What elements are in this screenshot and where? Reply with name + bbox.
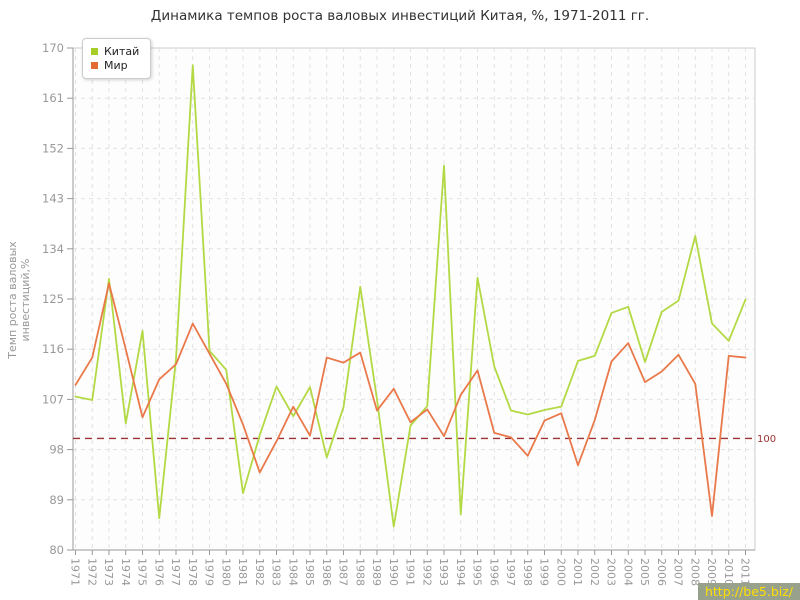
svg-text:1997: 1997 <box>504 558 517 586</box>
legend-item-world: Мир <box>91 59 139 72</box>
series-line-china <box>74 64 747 528</box>
chart-title: Динамика темпов роста валовых инвестиций… <box>150 8 650 24</box>
svg-text:1987: 1987 <box>337 558 350 586</box>
svg-text:1971: 1971 <box>69 558 82 586</box>
svg-text:1990: 1990 <box>387 558 400 586</box>
svg-text:1999: 1999 <box>538 558 551 586</box>
svg-text:1973: 1973 <box>102 558 115 586</box>
svg-text:1978: 1978 <box>186 558 199 586</box>
svg-text:107: 107 <box>42 392 64 406</box>
svg-text:2011: 2011 <box>739 558 752 586</box>
svg-text:2007: 2007 <box>672 558 685 586</box>
svg-text:1975: 1975 <box>136 558 149 586</box>
svg-text:2009: 2009 <box>705 558 718 586</box>
svg-text:1993: 1993 <box>437 558 450 586</box>
svg-text:2005: 2005 <box>638 558 651 586</box>
svg-text:1995: 1995 <box>471 558 484 586</box>
svg-text:1977: 1977 <box>169 558 182 586</box>
svg-text:1989: 1989 <box>370 558 383 586</box>
svg-text:89: 89 <box>49 493 64 507</box>
svg-text:1991: 1991 <box>404 558 417 586</box>
svg-text:2002: 2002 <box>588 558 601 586</box>
series-line-world <box>74 282 747 517</box>
world-swatch-icon <box>91 62 98 69</box>
svg-text:1976: 1976 <box>152 558 165 586</box>
svg-text:2006: 2006 <box>655 558 668 586</box>
china-swatch-icon <box>91 48 98 55</box>
svg-text:1992: 1992 <box>420 558 433 586</box>
svg-text:125: 125 <box>42 292 64 306</box>
legend-item-china: Китай <box>91 45 139 58</box>
svg-text:80: 80 <box>49 543 64 557</box>
svg-text:98: 98 <box>49 443 64 457</box>
svg-text:1985: 1985 <box>303 558 316 586</box>
svg-text:116: 116 <box>42 342 64 356</box>
svg-text:1996: 1996 <box>487 558 500 586</box>
legend: Китай Мир <box>82 38 152 79</box>
svg-text:1980: 1980 <box>219 558 232 586</box>
svg-text:1998: 1998 <box>521 558 534 586</box>
y-axis-labels: 80 89 98 107 116 125 134 143 152 161 170 <box>42 41 73 557</box>
svg-text:1982: 1982 <box>253 558 266 586</box>
svg-text:1986: 1986 <box>320 558 333 586</box>
svg-text:1984: 1984 <box>286 558 299 586</box>
svg-text:2000: 2000 <box>554 558 567 586</box>
x-axis-labels: 1971 1972 1973 1974 1975 1976 1977 1978 1979 1980… <box>69 550 752 586</box>
svg-text:2010: 2010 <box>722 558 735 586</box>
svg-text:143: 143 <box>42 192 64 206</box>
svg-text:1974: 1974 <box>119 558 132 586</box>
svg-text:1981: 1981 <box>236 558 249 586</box>
svg-text:1979: 1979 <box>203 558 216 586</box>
svg-text:1994: 1994 <box>454 558 467 586</box>
gridlines <box>73 48 755 550</box>
legend-label-china: Китай <box>104 45 140 58</box>
svg-text:170: 170 <box>42 41 64 55</box>
svg-text:2008: 2008 <box>688 558 701 586</box>
legend-label-world: Мир <box>104 59 128 72</box>
svg-text:1972: 1972 <box>85 558 98 586</box>
svg-text:2003: 2003 <box>605 558 618 586</box>
svg-text:2001: 2001 <box>571 558 584 586</box>
watermark: http://be5.biz/ <box>698 583 800 600</box>
svg-text:2004: 2004 <box>621 558 634 586</box>
svg-text:134: 134 <box>42 242 64 256</box>
reference-line-label: 100 <box>757 434 776 445</box>
svg-text:161: 161 <box>42 91 64 105</box>
svg-text:1988: 1988 <box>353 558 366 586</box>
svg-text:1983: 1983 <box>270 558 283 586</box>
svg-text:152: 152 <box>42 141 64 155</box>
